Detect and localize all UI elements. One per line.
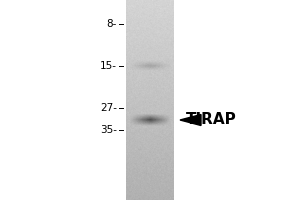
Text: 8-: 8- — [106, 19, 117, 29]
Text: 35-: 35- — [100, 125, 117, 135]
FancyArrow shape — [180, 114, 201, 126]
Text: 27-: 27- — [100, 103, 117, 113]
Text: TIRAP: TIRAP — [186, 112, 237, 128]
Text: 15-: 15- — [100, 61, 117, 71]
